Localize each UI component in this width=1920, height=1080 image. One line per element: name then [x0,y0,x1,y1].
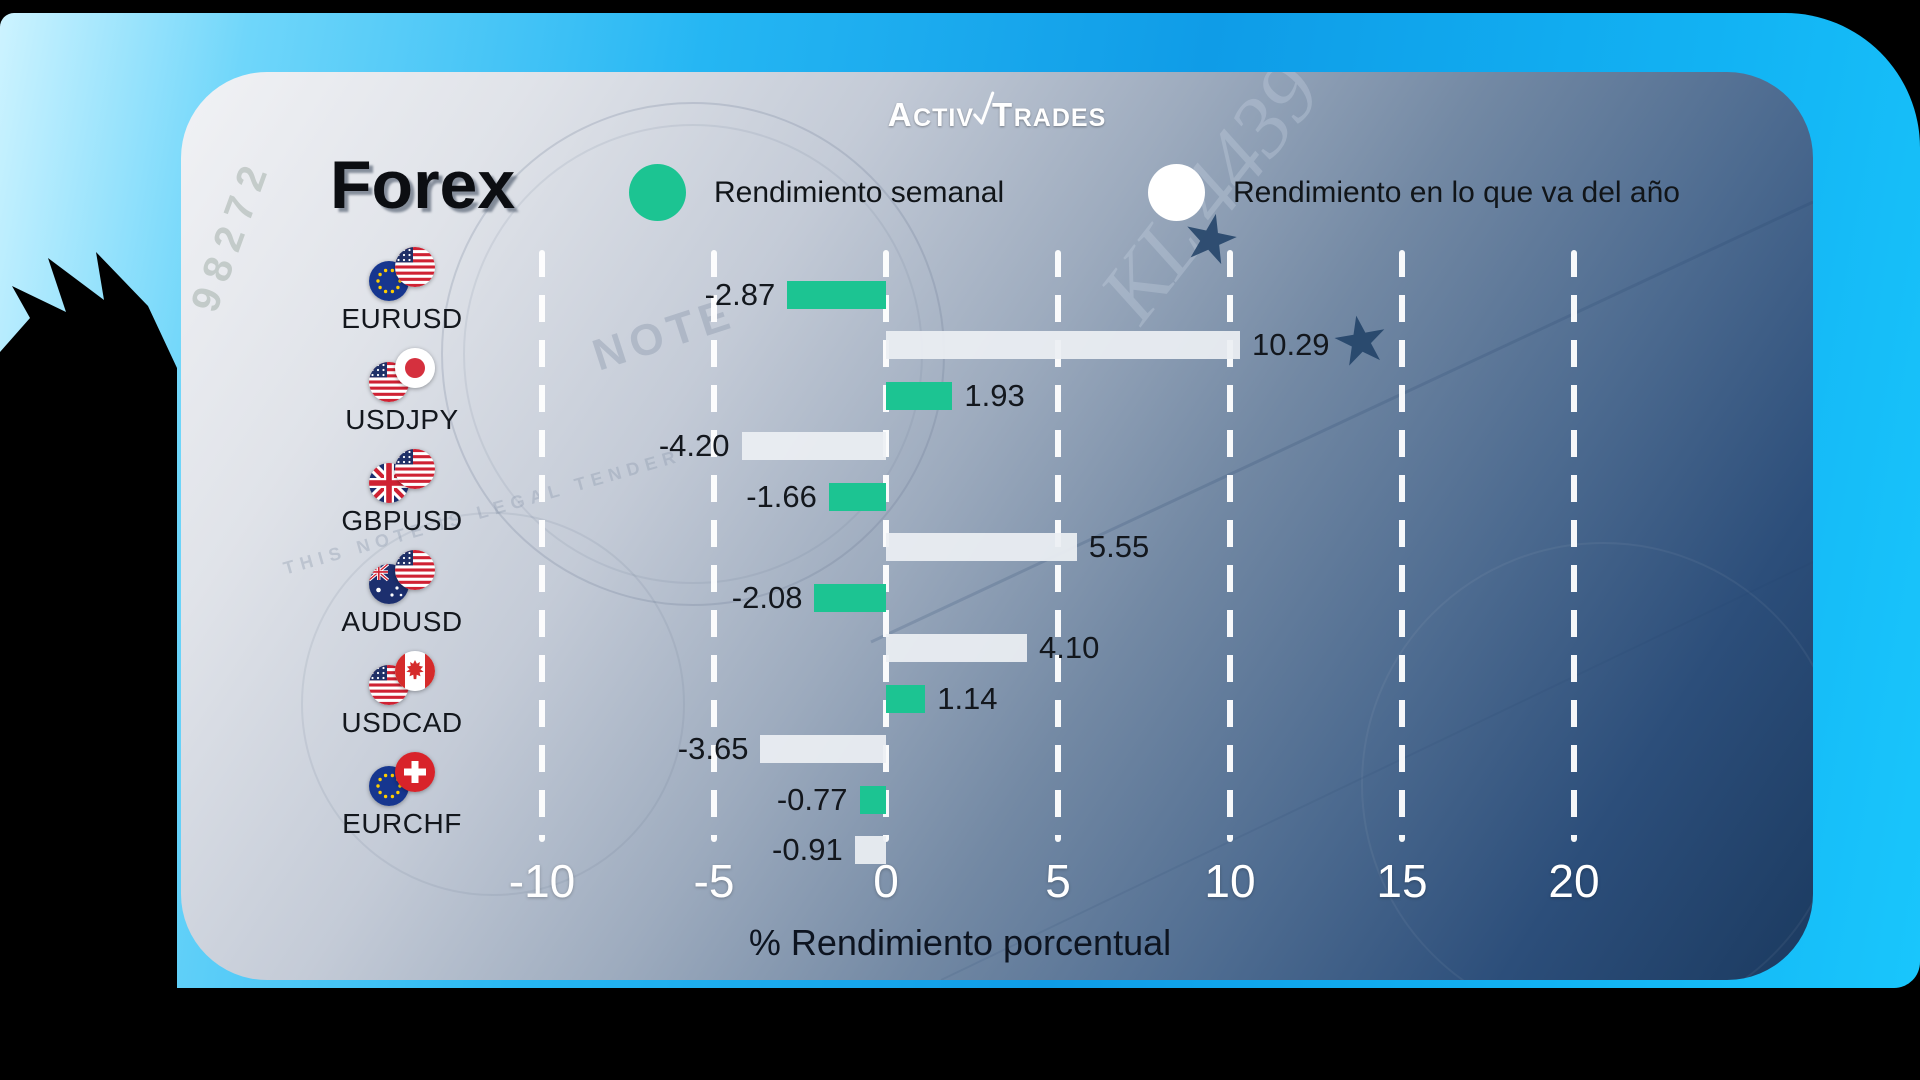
banknote-serial-number: 98272 [182,151,280,318]
eurchf-flags-icon [369,752,435,806]
audusd-flags-icon [369,550,435,604]
activtrades-logo: ACTIV TRADES [888,86,1106,134]
jp-flag-icon [395,348,435,388]
usdjpy-weekly-value: 1.93 [964,378,1025,413]
usdjpy-label: USDJPY [345,404,459,435]
usdcad-label: USDCAD [341,707,463,738]
legend-label: Rendimiento en lo que va del año [1233,175,1680,209]
page-title: Forex [330,147,516,223]
banknote-ring-decoration [1361,542,1813,980]
eurchf-ytd-bar [854,836,886,864]
gbpusd-ytd-value: 5.55 [1088,529,1150,564]
ca-flag-icon [395,651,435,691]
eurusd-label: EURUSD [341,303,463,334]
legend-label: Rendimiento semanal [714,175,1005,209]
legend-item-ytd: Rendimiento en lo que va del año [1148,164,1680,221]
gridline-10 [1227,250,1233,842]
audusd-weekly-value: -2.08 [731,580,803,615]
audusd-ytd-value: 4.10 [1039,630,1100,665]
eurchf-weekly-value: -0.77 [776,782,848,817]
gbpusd-label: GBPUSD [341,505,463,536]
us-flag-icon [395,449,435,489]
gbpusd-flags-icon [369,449,435,503]
eurusd-weekly-bar [787,281,886,309]
usdcad-weekly-value: 1.14 [937,681,998,716]
usdjpy-ytd-value: -4.20 [658,428,730,463]
eurusd-flags-icon [369,247,435,301]
gridline--5 [711,250,717,842]
ch-flag-icon [395,752,435,792]
left-black-brush-edge [0,252,177,1080]
x-tick-label: -5 [693,855,735,907]
x-tick-label: 20 [1548,855,1600,907]
gridline-15 [1399,250,1405,842]
x-tick-label: 10 [1204,855,1256,907]
gbpusd-weekly-value: -1.66 [746,479,817,514]
gbpusd-weekly-bar [828,483,886,511]
eurchf-label: EURCHF [342,808,462,839]
usdcad-weekly-bar [886,685,926,713]
usdjpy-flags-icon [369,348,435,402]
usdcad-ytd-value: -3.65 [677,731,749,766]
usdjpy-weekly-bar [886,382,953,410]
weekly-legend-dot-icon [629,164,686,221]
ytd-legend-dot-icon [1148,164,1205,221]
logo-text: CTIV [913,104,975,132]
logo-check-icon [973,90,995,135]
x-tick-label: 15 [1376,855,1428,907]
x-axis-label: % Rendimiento porcentual [748,922,1172,963]
eurchf-weekly-bar [859,786,886,814]
us-flag-icon [395,247,435,287]
usdcad-flags-icon [369,651,435,705]
gbpusd-ytd-bar [886,533,1077,561]
gridline-20 [1571,250,1577,842]
audusd-label: AUDUSD [341,606,463,637]
gridline--10 [539,250,545,842]
audusd-ytd-bar [886,634,1028,662]
euro-star-icon: ★ [1324,298,1397,382]
usdjpy-ytd-bar [741,432,886,460]
us-flag-icon [395,550,435,590]
logo-text: RADES [1013,104,1107,132]
logo-text-activ: ACTIV [887,96,975,133]
audusd-weekly-bar [814,584,886,612]
eurchf-ytd-value: -0.91 [772,832,843,867]
x-tick-label: 5 [1045,855,1071,907]
legend-item-weekly: Rendimiento semanal [629,164,1004,221]
eurusd-ytd-bar [886,331,1240,359]
logo-text-trades: TRADES [992,96,1107,133]
usdcad-ytd-bar [760,735,886,763]
eurusd-ytd-value: 10.29 [1251,327,1330,362]
eurusd-weekly-value: -2.87 [704,277,776,312]
x-tick-label: -10 [508,855,576,907]
